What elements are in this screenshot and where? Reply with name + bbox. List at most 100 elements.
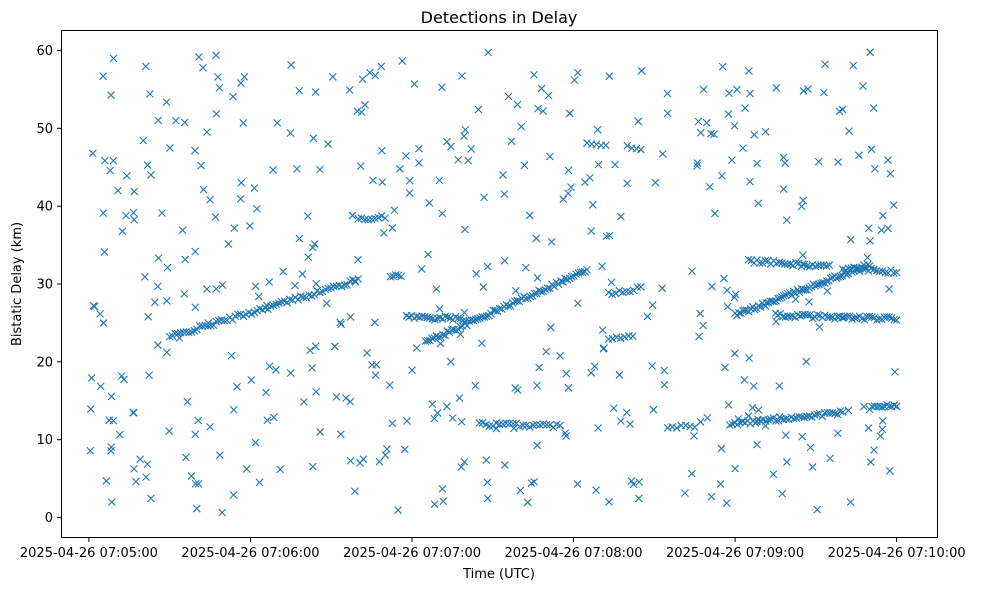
y-tick-label: 20 (36, 355, 53, 370)
data-point (772, 84, 781, 92)
data-point (703, 413, 712, 422)
data-point (544, 91, 553, 100)
data-point (109, 156, 118, 165)
data-point (276, 465, 285, 474)
data-point (648, 301, 657, 310)
data-point (532, 234, 541, 243)
data-point (295, 86, 304, 95)
data-point (791, 258, 800, 267)
data-point (191, 146, 199, 155)
data-point (602, 232, 611, 241)
data-point (749, 382, 758, 391)
data-point (311, 342, 320, 351)
data-point (748, 403, 757, 412)
data-point (813, 505, 822, 514)
data-point (175, 334, 184, 342)
data-point (867, 145, 876, 154)
data-point (252, 204, 261, 213)
data-point (788, 312, 797, 321)
data-point (633, 283, 642, 292)
data-point (833, 429, 842, 438)
data-point (115, 430, 124, 439)
data-point (746, 177, 754, 186)
data-point (801, 285, 810, 294)
y-axis: 0 10 20 30 40 50 60 (36, 44, 62, 526)
data-point (668, 423, 677, 431)
data-point (583, 139, 591, 147)
data-point (804, 85, 812, 93)
data-point (866, 236, 874, 245)
data-point (408, 366, 416, 375)
data-point (479, 283, 488, 292)
data-point (780, 260, 789, 268)
data-point (240, 72, 249, 81)
data-point (734, 414, 743, 423)
data-point (565, 109, 574, 118)
data-point (194, 479, 203, 488)
data-point (878, 425, 887, 434)
data-point (203, 128, 211, 137)
data-point (316, 288, 324, 297)
data-point (438, 485, 447, 493)
data-point (718, 62, 727, 71)
data-point (615, 371, 624, 379)
data-point (436, 339, 445, 348)
data-point (101, 156, 109, 165)
data-point (885, 313, 894, 321)
data-point (199, 63, 207, 72)
data-point (699, 321, 708, 330)
data-point (775, 258, 784, 267)
data-point (255, 478, 264, 487)
data-point (573, 68, 582, 77)
data-point (707, 492, 716, 501)
data-point (745, 67, 753, 75)
data-point (798, 260, 807, 269)
data-point (623, 141, 632, 150)
data-point (833, 312, 842, 321)
data-point (854, 151, 863, 160)
data-point (166, 144, 174, 152)
data-point (798, 432, 807, 441)
data-point (455, 394, 464, 402)
data-point (663, 109, 672, 118)
data-point (357, 108, 366, 116)
data-point (885, 285, 894, 293)
data-point (504, 92, 513, 101)
data-point (430, 414, 439, 423)
data-point (162, 297, 171, 305)
data-point (886, 169, 895, 178)
data-point (405, 189, 414, 197)
data-point (254, 292, 263, 301)
data-point (99, 72, 108, 81)
data-point (708, 282, 716, 291)
data-point (547, 237, 556, 246)
data-point (477, 339, 486, 348)
data-point (733, 85, 741, 94)
data-point (702, 118, 711, 127)
data-point (556, 351, 565, 360)
data-point (300, 398, 308, 406)
data-point (377, 212, 386, 220)
data-point (398, 57, 407, 65)
data-point (147, 170, 155, 179)
data-point (265, 362, 274, 371)
data-point (594, 424, 602, 432)
data-point (446, 357, 455, 366)
data-point (587, 368, 596, 377)
data-point (858, 264, 867, 273)
data-point (517, 122, 526, 131)
data-point (460, 457, 469, 466)
data-point (722, 499, 731, 507)
data-point (539, 107, 548, 116)
data-point (587, 227, 596, 235)
data-point (805, 297, 813, 306)
data-point (412, 344, 421, 352)
data-point (464, 156, 473, 165)
data-point (346, 397, 355, 406)
data-point (261, 388, 270, 397)
data-point (286, 369, 295, 377)
data-point (590, 362, 599, 371)
data-point (143, 161, 152, 170)
data-point (279, 267, 288, 276)
data-point (212, 285, 221, 293)
